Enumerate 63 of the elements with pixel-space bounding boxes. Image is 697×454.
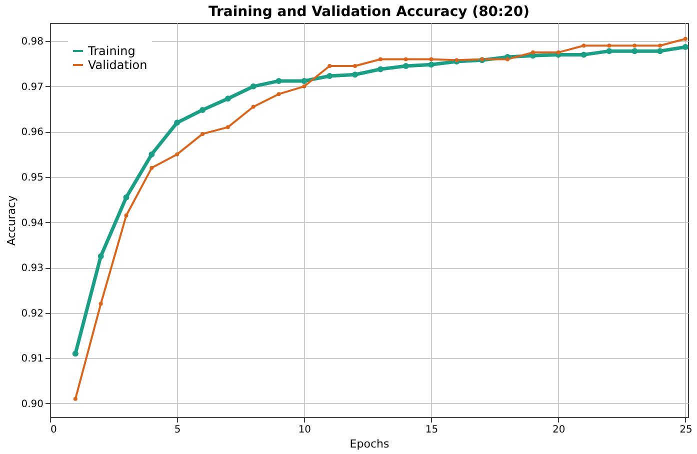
point [580,52,587,58]
point [200,106,206,113]
y-tick-label: 0.97 [21,82,44,93]
point [98,302,103,306]
legend-label: Training [87,44,136,58]
point [301,78,308,84]
chart-title: Training and Validation Accuracy (80:20) [208,4,530,20]
x-tick-label: 15 [425,424,438,436]
point [404,57,408,62]
point [226,125,230,130]
point [632,48,638,54]
x-tick-label: 10 [298,424,312,436]
point [632,44,637,48]
point [607,44,612,48]
point [606,48,612,54]
point [250,83,256,90]
y-tick-label: 0.90 [21,398,44,410]
point [200,132,205,136]
point [352,72,358,78]
point [175,152,180,156]
y-axis-title: Accuracy [5,194,18,246]
point [276,78,282,84]
y-tick-label: 0.92 [21,308,44,320]
point [73,396,78,401]
x-axis-title: Epochs [350,438,390,450]
point [657,48,664,54]
point [377,66,384,72]
point [302,84,306,88]
point [658,44,662,48]
point [150,166,154,170]
point [124,213,128,218]
point [353,64,358,68]
point [682,44,688,50]
legend-label: Validation [88,58,148,72]
x-tick-label: 0 [50,424,57,436]
point [123,194,130,200]
point [72,350,78,357]
point [276,92,281,96]
point [429,57,434,62]
point [174,120,180,126]
point [224,96,231,102]
point [582,44,586,48]
x-tick-label: 5 [174,424,181,436]
point [556,50,560,54]
y-tick-label: 0.94 [21,218,44,229]
point [506,57,510,62]
point [326,72,333,79]
point [328,64,332,68]
y-tick-label: 0.91 [21,354,44,365]
point [530,50,535,54]
point [148,151,155,158]
y-tick-label: 0.95 [21,172,44,184]
y-tick-label: 0.96 [21,127,44,138]
x-tick-label: 20 [552,424,566,436]
point [98,253,104,260]
point [683,36,688,41]
y-tick-label: 0.98 [21,36,44,48]
point [378,57,382,62]
x-tick-label: 25 [680,424,692,436]
point [428,62,434,68]
point [251,104,256,109]
point [402,63,409,70]
y-tick-label: 0.93 [21,263,44,274]
